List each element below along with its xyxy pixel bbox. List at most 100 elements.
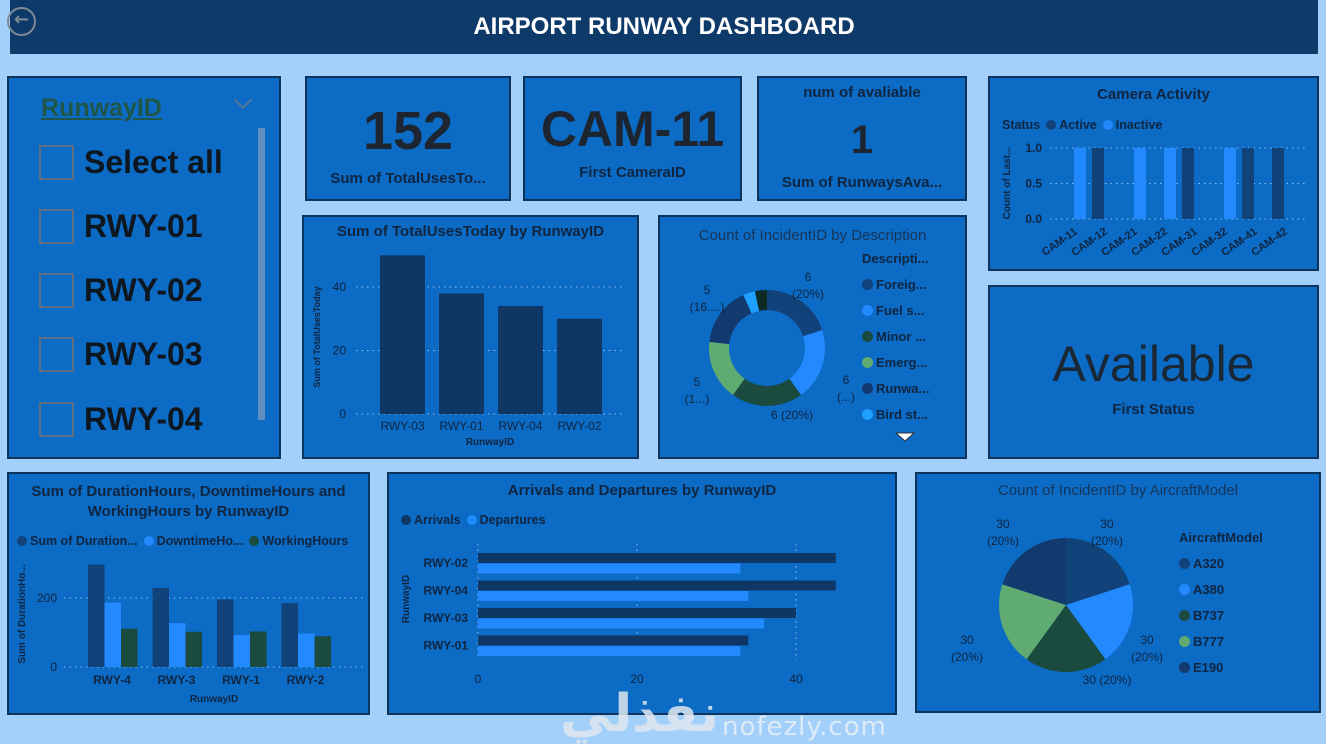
slice-a380[interactable] [1066,584,1133,660]
legend-item[interactable]: E190 [1179,660,1223,675]
slicer-item-label: RWY-04 [84,400,203,437]
bar-arrivals-rwy-04[interactable] [478,580,836,591]
checkbox[interactable] [39,336,74,372]
bar-rwy-2[interactable] [314,636,332,667]
bar-departures-rwy-02[interactable] [478,563,741,574]
slicer-item-rwy-01[interactable]: RWY-01 [39,206,203,246]
legend-dot-icon [862,331,873,342]
slice-birdst[interactable] [743,291,760,314]
bar-rwy-03[interactable] [380,255,425,414]
scroll-down-arrow-icon[interactable] [894,432,916,442]
legend-item[interactable]: Runwa... [862,381,929,396]
bar-inactive-cam-32[interactable] [1224,148,1236,219]
legend-item[interactable]: Emerg... [862,355,927,370]
bar-rwy-3[interactable] [185,631,203,667]
arrivals-departures-chart: Arrivals and Departures by RunwayID 0 20 4… [387,472,897,715]
legend-item[interactable]: Bird st... [862,407,928,422]
slice-e190[interactable] [1002,538,1066,605]
y-tick-label: RWY-04 [424,584,469,598]
slice-runwa[interactable] [709,295,752,345]
checkbox[interactable] [39,208,74,244]
data-label: (20%) [951,650,983,664]
bar-active-cam-12[interactable] [1092,148,1104,219]
bar-arrivals-rwy-03[interactable] [478,608,796,618]
bar-active-cam-42[interactable] [1272,148,1284,219]
legend-item[interactable]: Sum of Duration... [17,534,138,548]
legend-label: WorkingHours [262,534,349,548]
slice-fuels[interactable] [789,330,825,395]
legend-item[interactable]: Foreig... [862,277,927,292]
bar-rwy-1[interactable] [250,631,267,667]
chart-title: Count of IncidentID by AircraftModel [997,482,1239,499]
legend-dot-icon [1179,610,1190,621]
slice-foreig[interactable] [767,290,823,337]
chart-canvas: 0 200 RWY-4 RWY-3 RWY-1 RWY-2 RunwayID Sum of D… [17,564,364,705]
slice-other[interactable] [754,290,767,311]
legend-item[interactable]: A320 [1179,556,1224,571]
slicer-item-rwy-03[interactable]: RWY-03 [39,334,203,374]
checkbox[interactable] [39,144,74,180]
bar-departures-rwy-01[interactable] [478,646,741,656]
bar-inactive-cam-22[interactable] [1164,148,1176,219]
slice-b777[interactable] [999,584,1066,660]
bar-departures-rwy-04[interactable] [478,591,749,601]
x-tick-label: 20 [630,672,644,686]
back-arrow-icon[interactable]: ← [7,7,36,36]
legend-item[interactable]: WorkingHours [249,534,348,548]
legend-item[interactable]: B777 [1179,634,1224,649]
total-uses-chart: Sum of TotalUsesToday by RunwayID 0 20 40 R… [302,215,639,459]
legend-item[interactable]: Departures [466,513,546,527]
slicer-scrollbar[interactable] [258,128,265,420]
bar-rwy-3[interactable] [169,623,186,667]
bar-rwy-04[interactable] [498,306,543,414]
slicer-title: RunwayID [41,94,162,122]
legend-label: Departures [479,513,546,527]
checkbox[interactable] [39,401,74,437]
bar-arrivals-rwy-02[interactable] [478,553,836,563]
kpi-title: num of avaliable [803,84,921,101]
slice-minor[interactable] [732,378,802,406]
bar-rwy-01[interactable] [439,293,484,414]
data-label: 6 [805,270,812,284]
slice-b737[interactable] [1026,605,1106,672]
bar-rwy-4[interactable] [104,602,122,667]
kpi-value: CAM-11 [540,101,725,157]
slice-emerg[interactable] [709,341,745,395]
bar-inactive-cam-21[interactable] [1134,148,1146,219]
bar-inactive-cam-11[interactable] [1074,148,1086,219]
bar-rwy-2[interactable] [298,633,315,667]
legend-dot-icon [1179,662,1190,673]
legend-dot-icon [1046,120,1057,130]
legend-item[interactable]: B737 [1179,608,1224,623]
y-tick-label: 0 [50,660,57,674]
legend-label: A320 [1193,556,1225,571]
legend-item[interactable]: Fuel s... [862,303,924,318]
bar-rwy-4[interactable] [121,628,138,667]
data-label: 30 [1140,633,1154,647]
bar-departures-rwy-03[interactable] [478,618,765,629]
slice-a320[interactable] [1066,538,1130,605]
legend-item[interactable]: Inactive [1102,118,1162,132]
bar-rwy-1[interactable] [217,599,234,667]
bar-rwy-3[interactable] [152,587,170,667]
chart-canvas: 30 (20%) 30 (20%) 30 (20%) 30 (20%) 30 (20%) [951,517,1163,687]
bar-arrivals-rwy-01[interactable] [478,635,749,646]
bar-active-cam-31[interactable] [1182,148,1194,219]
bar-rwy-4[interactable] [88,564,105,667]
legend-item[interactable]: DowntimeHo... [143,534,243,548]
chevron-down-icon[interactable] [233,90,253,110]
legend-item[interactable]: Minor ... [862,329,926,344]
legend-item[interactable]: Arrivals [401,513,461,527]
slicer-item-select-all[interactable]: Select all [39,142,223,182]
watermark-url: nofezly.com [722,712,887,742]
legend-item[interactable]: Active [1046,118,1097,132]
slicer-item-rwy-02[interactable]: RWY-02 [39,270,203,310]
checkbox[interactable] [39,272,74,308]
bar-rwy-1[interactable] [233,634,251,667]
legend-item[interactable]: A380 [1179,582,1224,597]
kpi-label: Sum of TotalUsesTo... [330,170,486,187]
slicer-item-rwy-04[interactable]: RWY-04 [39,399,203,439]
bar-rwy-2[interactable] [281,603,299,667]
bar-rwy-02[interactable] [557,318,602,414]
bar-active-cam-41[interactable] [1242,148,1254,219]
